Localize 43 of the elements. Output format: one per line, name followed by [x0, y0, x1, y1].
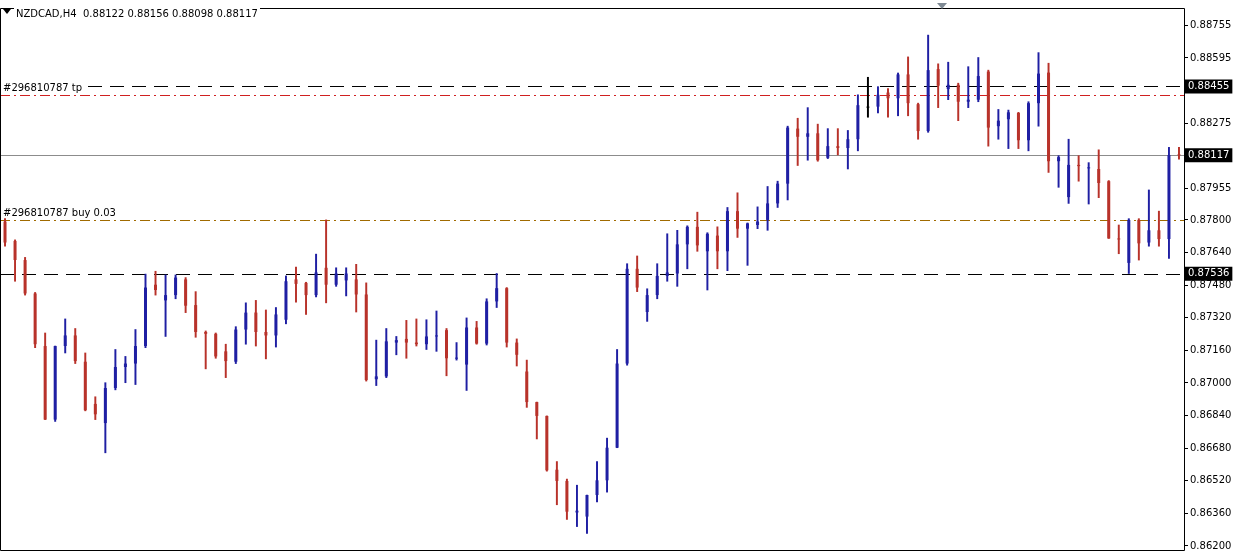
candlestick	[143, 273, 147, 348]
candlestick	[204, 330, 208, 370]
candlestick	[735, 192, 739, 238]
candlestick	[1117, 224, 1121, 255]
candlestick	[1177, 147, 1181, 160]
y-tick-label: 0.88275	[1190, 116, 1232, 128]
y-tick-label: 0.86520	[1190, 474, 1232, 486]
candlestick	[836, 128, 840, 156]
candlestick	[404, 320, 408, 359]
candlestick	[123, 356, 127, 384]
y-tick-label: 0.87320	[1190, 311, 1232, 323]
candlestick	[1037, 52, 1041, 127]
ref-line-label: #296810787 tp	[3, 82, 83, 94]
y-tick-label: 0.86680	[1190, 441, 1232, 453]
y-tick-label: 0.86840	[1190, 409, 1232, 421]
ref-line-label: 0.88117	[1188, 148, 1230, 160]
candlestick	[455, 342, 459, 361]
y-tick-label: 0.87480	[1190, 278, 1232, 290]
y-tick-label: 0.88755	[1190, 18, 1232, 30]
candlestick	[575, 484, 579, 527]
y-tick-label: 0.86360	[1190, 506, 1232, 518]
ref-line-label: 0.88455	[1188, 80, 1230, 92]
candlestick	[374, 339, 378, 386]
candlestick	[966, 66, 970, 108]
candlestick	[1057, 155, 1061, 188]
y-tick-label: 0.87640	[1190, 246, 1232, 258]
y-tick-label: 0.87160	[1190, 343, 1232, 355]
y-tick-label: 0.86200	[1190, 539, 1232, 551]
candlestick	[1087, 162, 1091, 205]
candlestick	[434, 310, 438, 352]
candlestick	[264, 309, 268, 360]
chart-title: NZDCAD,H4 0.88122 0.88156 0.88098 0.88117	[14, 8, 260, 19]
y-tick-label: 0.88595	[1190, 51, 1232, 63]
y-tick-label: 0.87000	[1190, 376, 1232, 388]
candlestick	[164, 274, 168, 337]
candlestick	[946, 61, 950, 101]
ref-line-label: #296810787 buy 0.03	[3, 206, 116, 218]
candlestick	[806, 107, 810, 161]
y-tick-label: 0.87955	[1190, 181, 1232, 193]
ref-line-label: 0.87536	[1188, 267, 1230, 279]
y-tick-label: 0.87800	[1190, 213, 1232, 225]
candlestick	[445, 328, 449, 377]
candlestick	[665, 233, 669, 282]
